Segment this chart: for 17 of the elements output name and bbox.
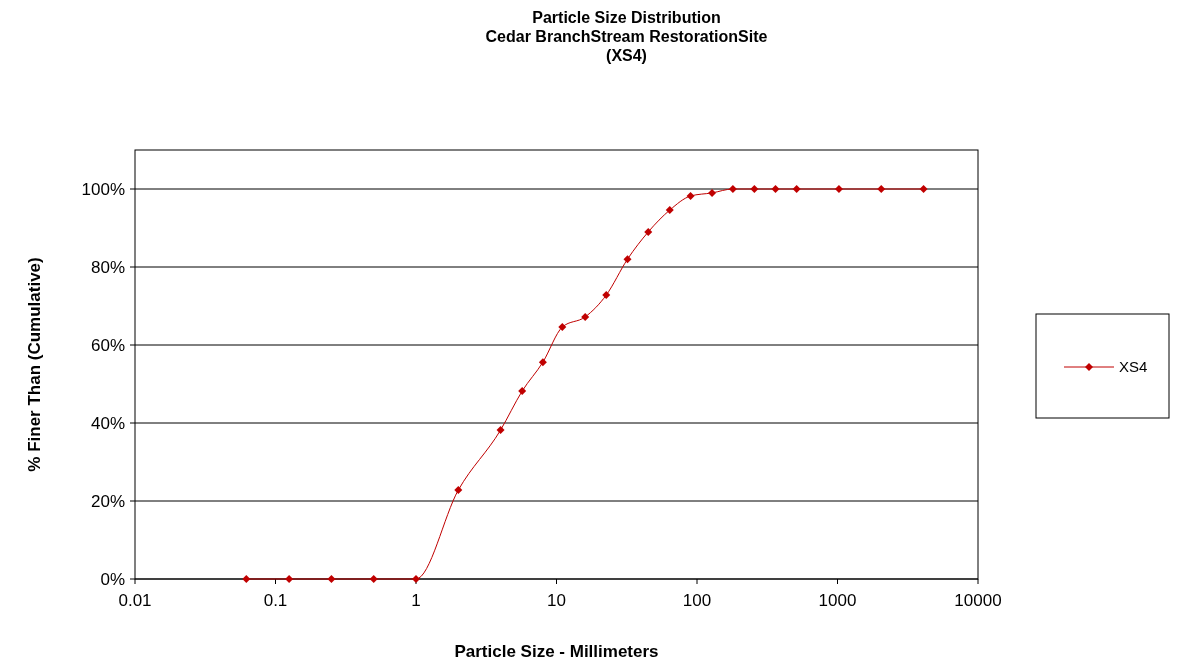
x-tick-label: 1 [411, 591, 421, 610]
y-tick-label: 20% [90, 491, 125, 511]
y-tick-label: 0% [100, 569, 125, 589]
legend-label: XS4 [1119, 358, 1148, 376]
x-tick-label: 1000 [818, 591, 857, 610]
y-tick-label: 100% [81, 179, 125, 199]
y-axis-title: % Finer Than (Cumulative) [25, 257, 44, 472]
x-tick-label: 0.1 [263, 591, 288, 610]
x-axis-title: Particle Size - Millimeters [454, 642, 659, 661]
x-tick-label: 10 [547, 591, 566, 610]
x-tick-label: 100 [682, 591, 712, 610]
y-tick-label: 80% [90, 257, 125, 277]
x-tick-label: 10000 [954, 591, 1002, 610]
chart-title: Particle Size Distribution Cedar BranchStream RestorationSite (XS4) [485, 9, 768, 64]
y-tick-label: 60% [90, 335, 125, 355]
x-tick-label: 0.01 [118, 591, 152, 610]
y-tick-label: 40% [90, 413, 125, 433]
